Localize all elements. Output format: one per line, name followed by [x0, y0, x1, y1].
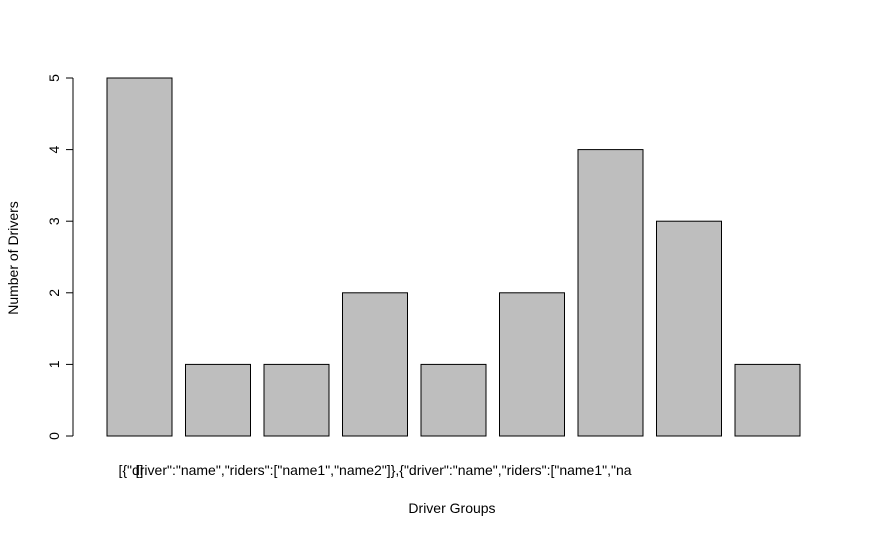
y-tick-label-4: 4 [46, 145, 62, 153]
bar-8 [734, 363, 801, 437]
x-tick-label-0: [] [136, 462, 144, 478]
bars-group [106, 77, 801, 437]
x-axis-title: Driver Groups [408, 500, 495, 516]
y-tick-label-5: 5 [46, 74, 62, 82]
bar-4 [420, 363, 487, 437]
y-tick-label-1: 1 [46, 360, 62, 368]
y-tick-label-2: 2 [46, 289, 62, 297]
bar-1 [185, 363, 251, 437]
bar-0 [106, 77, 173, 437]
bar-3 [342, 292, 408, 437]
x-tick-label-3: [{"driver":"name","riders":["name1","nam… [118, 462, 631, 478]
bar-2 [263, 363, 330, 437]
bar-7 [656, 220, 722, 437]
x-tick-labels: [][{"driver":"name","riders":["name1","n… [118, 462, 631, 478]
bar-6 [577, 149, 644, 437]
bar-5 [499, 292, 565, 437]
y-axis-title: Number of Drivers [5, 201, 21, 315]
y-axis: 0 1 2 3 4 5 [46, 74, 74, 440]
y-tick-label-3: 3 [46, 217, 62, 225]
y-tick-label-0: 0 [46, 432, 62, 440]
